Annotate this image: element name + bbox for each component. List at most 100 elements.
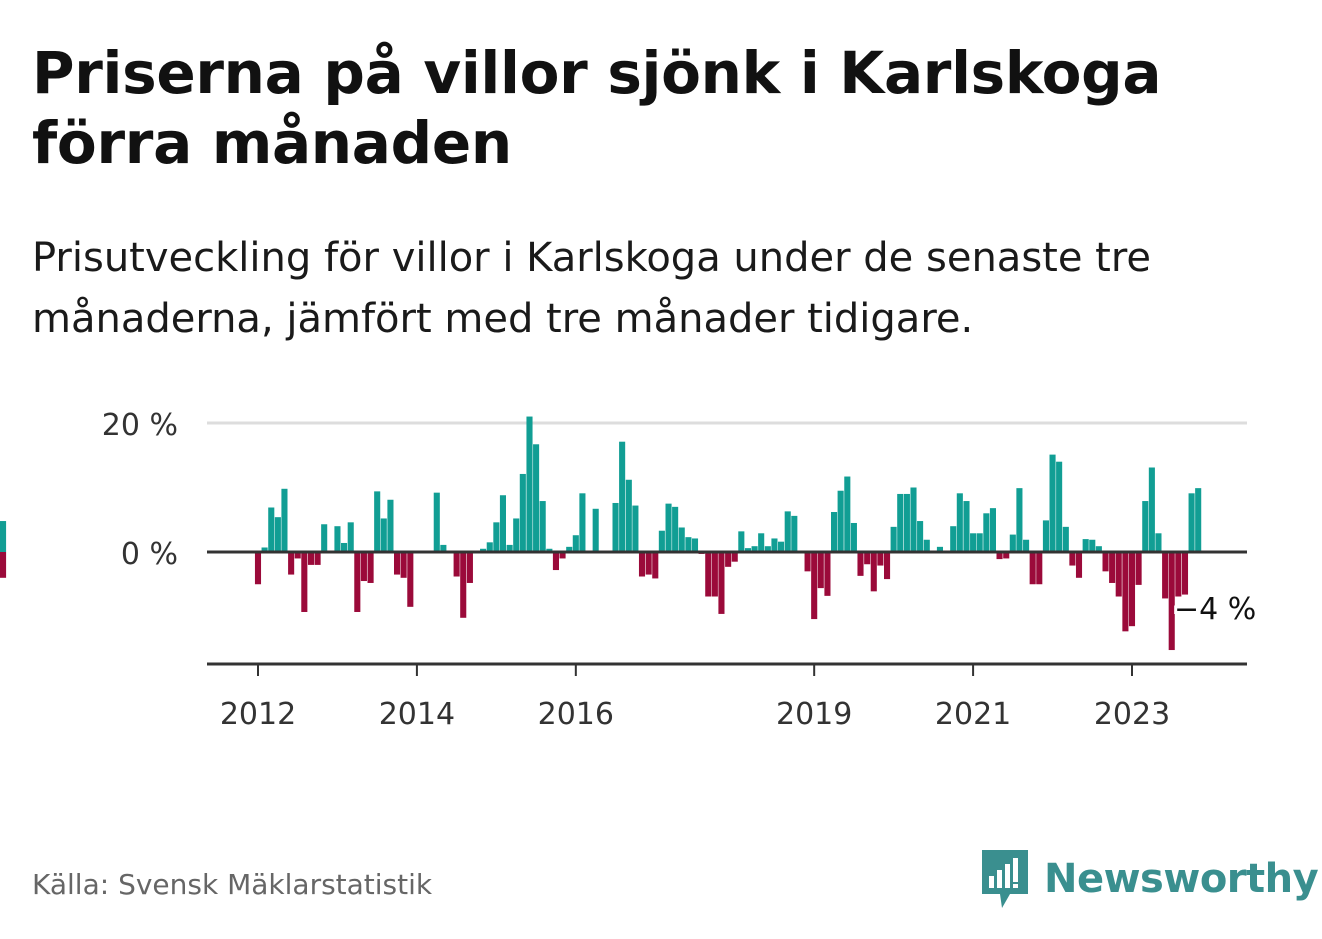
bar: [956, 493, 963, 553]
x-tick-label: 2021: [935, 697, 1011, 732]
bar: [877, 552, 884, 566]
bar: [1109, 552, 1116, 583]
y-tick-label: 0 %: [121, 537, 178, 572]
bar: [725, 552, 732, 567]
bar: [996, 552, 1003, 560]
bar: [857, 552, 864, 576]
bar: [1042, 520, 1049, 552]
bar: [612, 502, 619, 552]
bar: [625, 479, 632, 552]
bar: [1003, 552, 1010, 559]
bar: [870, 552, 877, 592]
bar: [897, 493, 904, 552]
bar: [989, 508, 996, 552]
bar: [519, 473, 526, 552]
bar: [619, 441, 626, 552]
bar: [493, 522, 500, 552]
bar: [890, 526, 897, 553]
bar: [533, 444, 540, 552]
bar: [387, 499, 394, 552]
bar: [0, 521, 7, 552]
bar: [440, 544, 447, 552]
bar: [831, 512, 838, 552]
bar: [552, 552, 559, 571]
bar: [638, 552, 646, 577]
x-tick-label: 2023: [1094, 697, 1170, 732]
bar: [539, 501, 546, 553]
bar: [817, 552, 824, 589]
bar: [844, 476, 851, 552]
bar: [400, 552, 407, 578]
bar: [936, 546, 943, 552]
bar: [367, 552, 374, 583]
bar: [1128, 552, 1136, 627]
bar: [864, 552, 871, 565]
bar: [1168, 552, 1175, 651]
bar: [546, 548, 553, 552]
bar: [917, 521, 924, 552]
x-tick-label: 2014: [379, 697, 455, 732]
bar: [307, 552, 315, 565]
bar: [1016, 488, 1023, 552]
logo-text: Newsworthy: [1044, 856, 1319, 902]
bar: [466, 552, 473, 583]
bar: [1135, 552, 1142, 585]
bar: [268, 507, 275, 553]
bar: [923, 539, 930, 552]
x-tick-label: 2012: [220, 697, 296, 732]
bar: [983, 513, 990, 552]
bar: [784, 511, 791, 552]
bar: [453, 552, 460, 577]
bar: [1155, 533, 1162, 552]
bar: [658, 530, 665, 553]
bar: [1102, 552, 1109, 572]
chart-bubble-icon: [982, 850, 1028, 908]
bar: [645, 552, 652, 575]
bar: [744, 548, 752, 552]
bar: [274, 517, 281, 552]
bar: [910, 487, 917, 552]
bar: [652, 552, 659, 579]
bar: [738, 531, 745, 552]
bar: [884, 552, 891, 580]
bar: [970, 533, 977, 552]
bar: [1023, 539, 1030, 552]
bar: [1075, 552, 1083, 578]
bar: [678, 527, 685, 552]
bar: [1089, 539, 1096, 552]
bar: [1009, 534, 1016, 553]
bar: [254, 552, 262, 585]
bar: [261, 547, 268, 552]
bar: [1082, 539, 1089, 552]
bar: [374, 491, 381, 552]
bar: [1175, 552, 1182, 597]
bar: [341, 542, 348, 552]
bar: [294, 552, 301, 559]
bar: [811, 552, 818, 620]
bar: [526, 416, 533, 552]
bar: [1056, 461, 1063, 552]
bar: [791, 515, 798, 552]
bar: [288, 552, 295, 575]
bar: [380, 518, 387, 552]
bar: [354, 552, 361, 612]
bar: [731, 552, 738, 562]
bar: [1069, 552, 1076, 566]
bar: [711, 552, 718, 597]
bar: [685, 537, 692, 552]
bar: [572, 535, 579, 552]
bar: [559, 552, 566, 559]
bar: [837, 490, 844, 552]
bar: [301, 552, 308, 612]
bar: [513, 518, 520, 552]
bar: [1142, 501, 1149, 553]
bar: [480, 548, 487, 552]
bar: [632, 505, 639, 552]
bar: [758, 533, 765, 552]
latest-value-label: −4 %: [1174, 592, 1256, 627]
bar: [903, 493, 910, 552]
bar: [334, 526, 341, 552]
bar: [778, 541, 785, 552]
bar: [321, 524, 328, 552]
bar-chart: 20 % 0 % 2012 2014 2016 2019 2021 2023 −4 %: [0, 408, 1259, 732]
